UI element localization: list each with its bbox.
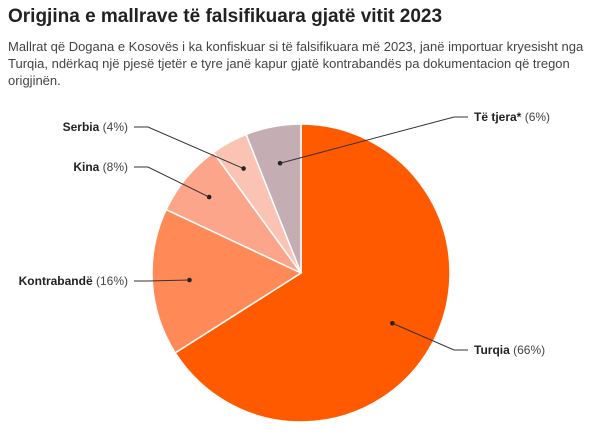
slice-label-name: Serbia [63,120,103,134]
pie-slice-turqia [174,123,451,423]
slice-label-name: Të tjera* [474,110,525,124]
pie-slice-kontrabandë [151,208,303,354]
slice-label-value: (16%) [96,274,128,288]
slice-label-value: (8%) [103,160,128,174]
slice-label: Kina (8%) [73,160,128,174]
slice-label-name: Turqia [474,343,513,357]
slice-label-value: (66%) [513,343,545,357]
leader-line [279,116,468,164]
chart-subtitle: Mallrat që Dogana e Kosovës i ka konfisk… [8,39,584,88]
slice-label: Serbia (4%) [63,120,128,134]
slice-label: Turqia (66%) [474,343,545,357]
slice-label: Të tjera* (6%) [474,110,550,124]
chart-title: Origjina e mallrave të falsifikuara gjat… [8,6,443,27]
slice-label-value: (6%) [525,110,550,124]
pie-labels: Turqia (66%) Kontrabandë (16%) Kina (8%) Se… [19,110,550,357]
pie-slices [151,123,451,423]
leader-line [392,322,468,351]
slice-label-name: Kontrabandë [19,274,96,288]
leader-line [134,166,210,198]
leader-line [134,279,190,282]
leader-line [134,126,244,170]
slice-label: Kontrabandë (16%) [19,274,128,288]
slice-label-value: (4%) [103,120,128,134]
slice-label-name: Kina [73,160,102,174]
